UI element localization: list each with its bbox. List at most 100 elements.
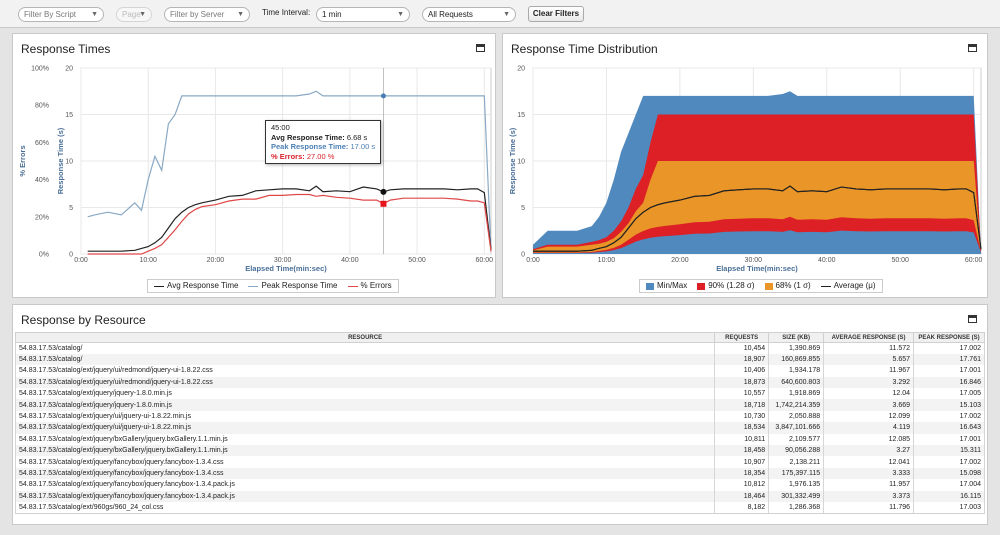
legend-item-peak[interactable]: Peak Response Time (248, 280, 338, 292)
cell-peak: 17.005 (913, 388, 985, 400)
cell-resource: 54.83.17.53/catalog/ext/jquery/bxGallery… (14, 445, 716, 457)
cell-average: 3.27 (823, 445, 915, 457)
cell-resource: 54.83.17.53/catalog/ext/jquery/ui/redmon… (14, 365, 716, 377)
resource-table: RESOURCE REQUESTS SIZE (KB) AVERAGE RESP… (14, 332, 985, 514)
filter-by-server-select[interactable]: Filter by Server ▼ (164, 7, 250, 22)
chevron-down-icon: ▼ (139, 11, 146, 18)
cell-peak: 17.761 (913, 353, 985, 366)
table-row[interactable]: 54.83.17.53/catalog/ext/jquery/jquery-1.… (14, 399, 985, 411)
x-tick-label: 20:00 (671, 257, 689, 264)
cell-resource: 54.83.17.53/catalog/ext/jquery/fancybox/… (14, 456, 716, 468)
legend-item-p68[interactable]: 68% (1 σ) (764, 280, 811, 292)
maximize-icon[interactable] (476, 44, 485, 52)
cell-resource: 54.83.17.53/catalog/ (14, 353, 716, 366)
x-tick-label: 30:00 (274, 257, 292, 264)
cell-peak: 16.115 (913, 490, 985, 502)
distribution-chart: 0:00 10:00 20:00 30:00 40:00 50:00 60:00 0 5 10 15… (508, 66, 983, 274)
table-row[interactable]: 54.83.17.53/catalog/ext/jquery/ui/jquery… (14, 422, 985, 434)
legend-item-minmax[interactable]: Min/Max (646, 280, 687, 292)
column-header-average[interactable]: AVERAGE RESPONSE (S) (823, 332, 915, 343)
error-marker (380, 200, 387, 207)
table-row[interactable]: 54.83.17.53/catalog/ext/jquery/fancybox/… (14, 479, 985, 491)
x-tick-label: 60:00 (965, 257, 983, 264)
maximize-icon[interactable] (968, 44, 977, 52)
table-row[interactable]: 54.83.17.53/catalog/ext/jquery/bxGallery… (14, 445, 985, 457)
table-row[interactable]: 54.83.17.53/catalog/ext/jquery/fancybox/… (14, 456, 985, 468)
cell-size: 2,050.888 (768, 410, 825, 423)
y-tick-label: 5 (69, 205, 73, 212)
table-row[interactable]: 54.83.17.53/catalog/ext/jquery/ui/jquery… (14, 410, 985, 423)
chevron-down-icon: ▼ (91, 11, 98, 18)
cell-average: 11.957 (823, 479, 915, 491)
distribution-panel: Response Time Distribution 0:00 10:00 20:0… (502, 33, 988, 298)
maximize-icon[interactable] (968, 315, 977, 323)
cell-resource: 54.83.17.53/catalog/ext/jquery/jquery-1.… (14, 399, 716, 411)
cell-requests: 10,730 (714, 410, 770, 423)
legend-item-errors[interactable]: % Errors (347, 280, 392, 292)
panel-title: Response Times (21, 42, 111, 56)
table-row[interactable]: 54.83.17.53/catalog/ext/jquery/bxGallery… (14, 433, 985, 446)
cell-requests: 18,354 (714, 467, 770, 480)
y2-tick-label: 100% (31, 66, 49, 73)
cell-average: 3.669 (823, 399, 915, 411)
requests-select[interactable]: All Requests ▼ (422, 7, 516, 22)
x-tick-label: 0:00 (526, 257, 540, 264)
cell-resource: 54.83.17.53/catalog/ext/jquery/fancybox/… (14, 467, 716, 480)
cell-peak: 17.002 (913, 456, 985, 468)
time-interval-label: Time Interval: (262, 8, 311, 17)
response-times-panel: Response Times 0:00 10:00 20:00 30:00 40:00 5… (12, 33, 496, 298)
y-tick-label: 20 (65, 66, 73, 73)
cell-requests: 10,557 (714, 388, 770, 400)
clear-filters-button[interactable]: Clear Filters (528, 6, 584, 22)
table-row[interactable]: 54.83.17.53/catalog/ext/jquery/fancybox/… (14, 490, 985, 502)
y-tick-label: 0 (521, 252, 525, 259)
column-header-resource[interactable]: RESOURCE (14, 332, 716, 343)
cell-size: 2,138.211 (768, 456, 825, 468)
chevron-down-icon: ▼ (397, 11, 404, 18)
time-interval-select[interactable]: 1 min ▼ (316, 7, 410, 22)
panel-title: Response Time Distribution (511, 42, 658, 56)
cell-resource: 54.83.17.53/catalog/ext/jquery/ui/jquery… (14, 410, 716, 423)
cell-resource: 54.83.17.53/catalog/ext/jquery/ui/jquery… (14, 422, 716, 434)
legend-item-p90[interactable]: 90% (1.28 σ) (697, 280, 755, 292)
cell-resource: 54.83.17.53/catalog/ext/jquery/fancybox/… (14, 490, 716, 502)
cell-size: 1,934.178 (768, 365, 825, 377)
series-line-peak-response-time (87, 90, 492, 252)
y-tick-label: 15 (517, 112, 525, 119)
cell-peak: 15.098 (913, 467, 985, 480)
cell-resource: 54.83.17.53/catalog/ext/jquery/ui/redmon… (14, 376, 716, 389)
y-tick-label: 10 (517, 159, 525, 166)
legend-item-avg[interactable]: Avg Response Time (154, 280, 238, 292)
cell-requests: 18,534 (714, 422, 770, 434)
cell-size: 175,397.115 (768, 467, 825, 480)
table-row[interactable]: 54.83.17.53/catalog/18,907 160,869.855 5.6… (14, 353, 985, 366)
cell-size: 3,847,101.666 (768, 422, 825, 434)
x-tick-label: 30:00 (745, 257, 763, 264)
column-header-peak[interactable]: PEAK RESPONSE (S) (913, 332, 985, 343)
cell-requests: 18,458 (714, 445, 770, 457)
table-row[interactable]: 54.83.17.53/catalog/ext/jquery/jquery-1.… (14, 388, 985, 400)
cell-peak: 17.001 (913, 365, 985, 377)
column-header-requests[interactable]: REQUESTS (714, 332, 770, 343)
cell-peak: 17.002 (913, 342, 985, 354)
avg-marker (380, 188, 387, 195)
y2-tick-label: 60% (35, 140, 49, 147)
cell-average: 11.572 (823, 342, 915, 354)
cell-requests: 18,718 (714, 399, 770, 411)
table-row[interactable]: 54.83.17.53/catalog/ext/960gs/960_24_col… (14, 501, 985, 514)
table-row[interactable]: 54.83.17.53/catalog/ext/jquery/ui/redmon… (14, 365, 985, 377)
table-row[interactable]: 54.83.17.53/catalog/10,454 1,390.869 11.57… (14, 342, 985, 354)
resource-table-wrap: RESOURCE REQUESTS SIZE (KB) AVERAGE RESP… (14, 332, 985, 515)
table-row[interactable]: 54.83.17.53/catalog/ext/jquery/fancybox/… (14, 467, 985, 480)
filter-by-script-select[interactable]: Filter By Script ▼ (18, 7, 104, 22)
cell-average: 12.085 (823, 433, 915, 446)
column-header-size[interactable]: SIZE (KB) (768, 332, 825, 343)
chart-tooltip: 45:00 Avg Response Time: 6.68 s Peak Res… (265, 120, 382, 164)
cell-requests: 10,406 (714, 365, 770, 377)
legend-item-average[interactable]: Average (μ) (820, 280, 876, 292)
table-row[interactable]: 54.83.17.53/catalog/ext/jquery/ui/redmon… (14, 376, 985, 389)
cell-peak: 17.004 (913, 479, 985, 491)
cell-peak: 15.103 (913, 399, 985, 411)
cell-size: 1,976.135 (768, 479, 825, 491)
cell-resource: 54.83.17.53/catalog/ (14, 342, 716, 354)
